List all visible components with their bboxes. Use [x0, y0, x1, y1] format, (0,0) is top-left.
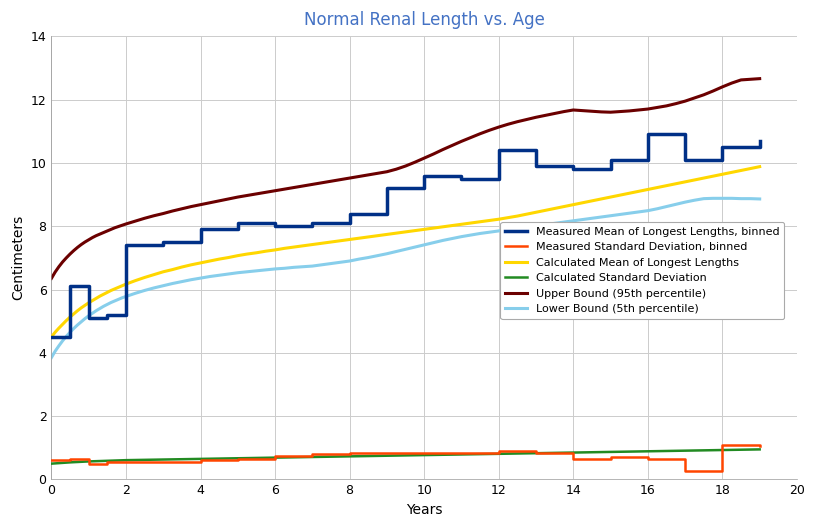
X-axis label: Years: Years: [406, 503, 442, 517]
Legend: Measured Mean of Longest Lengths, binned, Measured Standard Deviation, binned, C: Measured Mean of Longest Lengths, binned…: [500, 222, 784, 319]
Y-axis label: Centimeters: Centimeters: [11, 215, 25, 300]
Title: Normal Renal Length vs. Age: Normal Renal Length vs. Age: [304, 11, 544, 29]
